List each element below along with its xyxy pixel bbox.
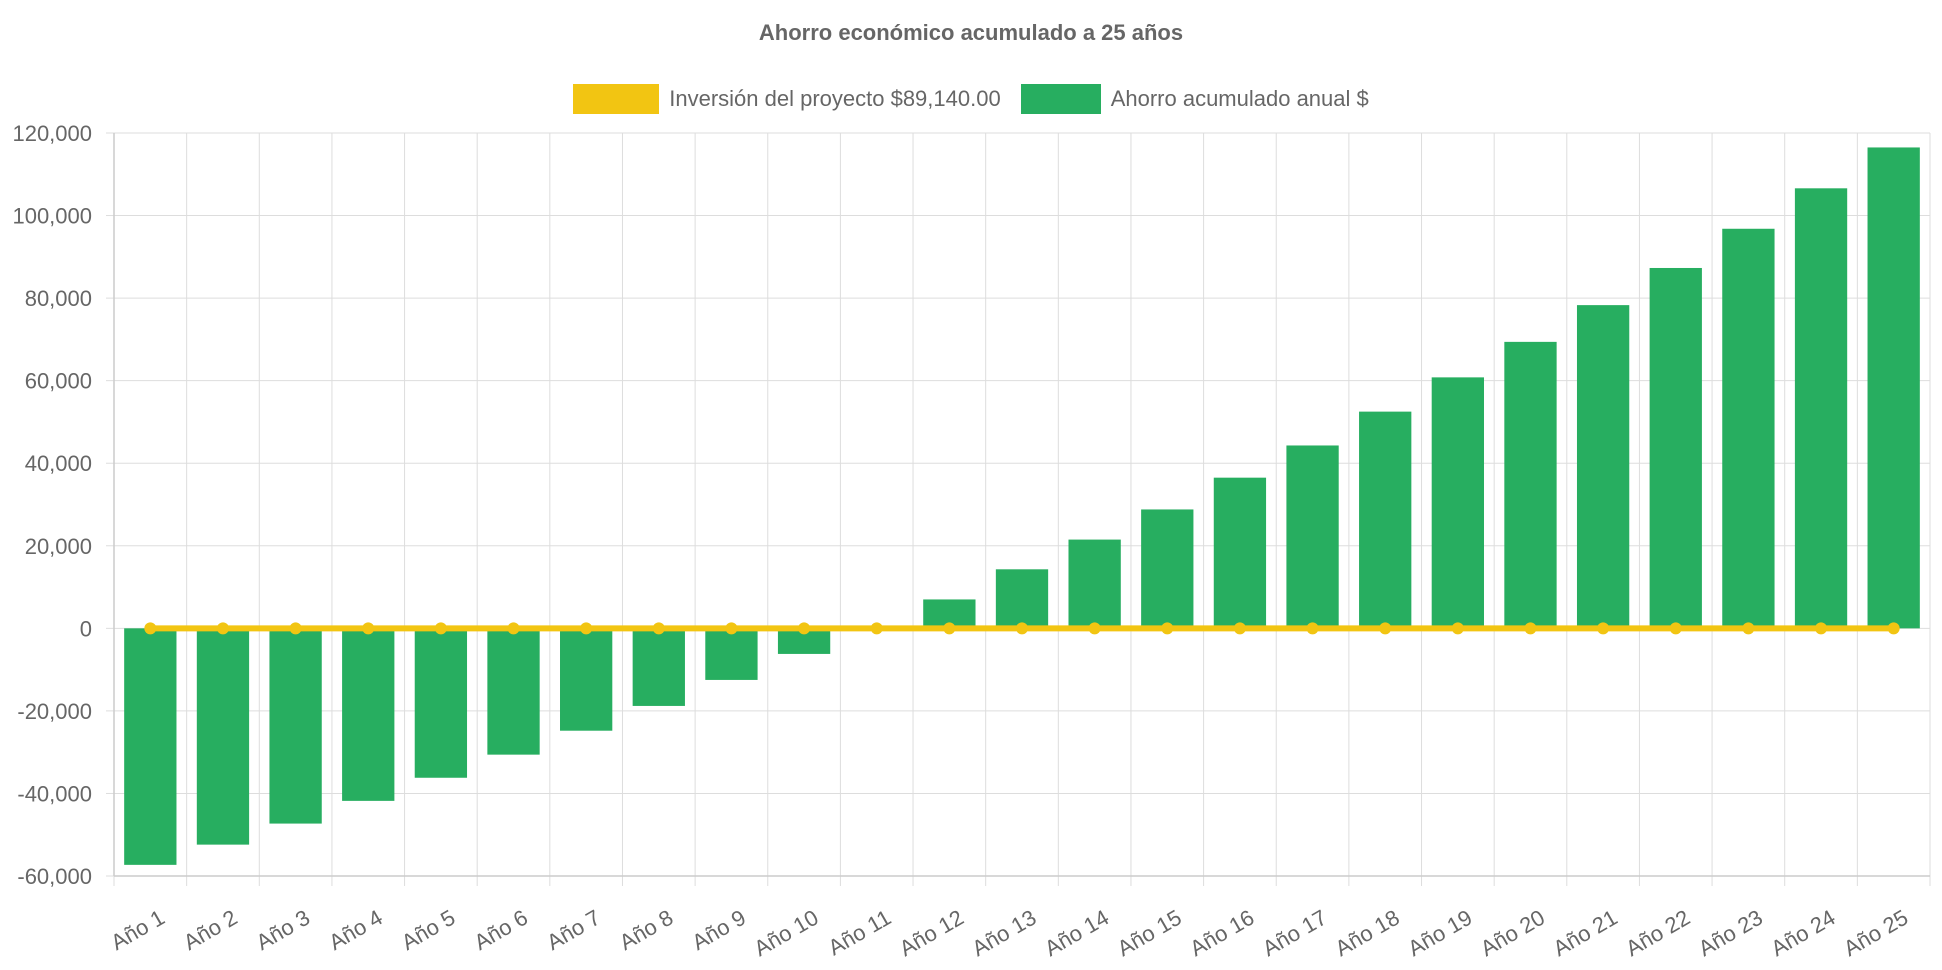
bar (1576, 305, 1630, 629)
x-tick-label: Año 7 (542, 905, 604, 955)
legend-item-savings[interactable]: Ahorro acumulado anual $ (1020, 84, 1369, 114)
x-tick-label: Año 20 (1476, 905, 1549, 962)
bar (1867, 147, 1920, 629)
bar (1504, 341, 1557, 629)
x-tick-label: Año 25 (1839, 905, 1912, 962)
legend-item-investment[interactable]: Inversión del proyecto $89,140.00 (573, 84, 1001, 114)
x-tick-label: Año 13 (968, 905, 1041, 962)
x-tick-label: Año 14 (1040, 905, 1113, 962)
y-tick-label: 120,000 (12, 121, 92, 146)
line-point (289, 622, 302, 635)
y-tick-label: -60,000 (17, 864, 92, 889)
line-point (362, 622, 375, 635)
x-tick-label: Año 18 (1331, 905, 1404, 962)
bar (487, 628, 540, 755)
line-point (798, 622, 811, 635)
line-point (216, 622, 229, 635)
line-point (870, 622, 883, 635)
line-point (1597, 622, 1610, 635)
bar (560, 628, 613, 731)
x-tick-label: Año 22 (1621, 905, 1694, 962)
bar (1794, 188, 1848, 629)
x-tick-label: Año 12 (895, 905, 968, 962)
x-tick-label: Año 17 (1258, 905, 1331, 962)
line-point (1306, 622, 1319, 635)
x-tick-label: Año 8 (615, 905, 677, 955)
x-tick-label: Año 1 (107, 905, 169, 955)
y-tick-label: 100,000 (12, 204, 92, 229)
line-point (652, 622, 665, 635)
bar (1141, 509, 1194, 629)
bar (1286, 445, 1339, 629)
y-tick-label: 40,000 (25, 451, 92, 476)
legend-label-investment: Inversión del proyecto $89,140.00 (669, 86, 1001, 111)
line-point (725, 622, 738, 635)
bar (632, 628, 685, 706)
line-point (580, 622, 593, 635)
line-point (1669, 622, 1682, 635)
line-point (1088, 622, 1101, 635)
x-tick-label: Año 2 (179, 905, 241, 955)
x-tick-label: Año 4 (324, 905, 386, 955)
x-tick-label: Año 3 (252, 905, 314, 955)
x-tick-label: Año 16 (1186, 905, 1259, 962)
x-tick-label: Año 6 (470, 905, 532, 955)
legend: Inversión del proyecto $89,140.00 Ahorro… (0, 84, 1942, 114)
bar (196, 628, 250, 845)
bar (414, 628, 468, 778)
legend-label-savings: Ahorro acumulado anual $ (1110, 86, 1369, 111)
y-tick-label: 20,000 (25, 534, 92, 559)
line-point (507, 622, 520, 635)
line-point (1742, 622, 1755, 635)
bar (1722, 228, 1775, 629)
legend-swatch-savings (1020, 84, 1101, 114)
x-tick-label: Año 9 (688, 905, 750, 955)
line-point (1016, 622, 1028, 635)
line-point (1524, 622, 1537, 635)
bar (705, 628, 758, 680)
line-point (1451, 622, 1464, 635)
bar (995, 569, 1049, 629)
y-tick-label: -40,000 (17, 781, 92, 806)
bar (1359, 411, 1412, 629)
bar (1649, 267, 1702, 629)
line-point (144, 622, 157, 635)
x-tick-label: Año 24 (1767, 905, 1840, 962)
x-tick-label: Año 10 (750, 905, 823, 962)
bar (269, 628, 322, 824)
x-tick-label: Año 11 (824, 905, 895, 961)
bar (124, 628, 177, 865)
y-tick-label: 0 (80, 616, 92, 641)
y-tick-label: 80,000 (25, 286, 92, 311)
line-point (943, 622, 956, 635)
x-tick-label: Año 19 (1403, 905, 1476, 962)
bar (1213, 477, 1267, 629)
line-point (1379, 622, 1392, 635)
y-tick-label: -20,000 (17, 699, 92, 724)
line-point (1233, 622, 1246, 635)
line-point (1161, 622, 1174, 635)
x-tick-label: Año 23 (1694, 905, 1767, 962)
line-point (1815, 622, 1828, 635)
bar (1068, 539, 1121, 629)
chart-title: Ahorro económico acumulado a 25 años (758, 20, 1184, 45)
x-tick-label: Año 15 (1113, 905, 1186, 962)
bar (342, 628, 395, 801)
line-point (434, 622, 447, 635)
y-tick-label: 60,000 (25, 369, 92, 394)
bar (1431, 377, 1484, 629)
line-point (1887, 622, 1900, 635)
x-tick-label: Año 21 (1549, 905, 1622, 962)
x-tick-label: Año 5 (397, 905, 459, 955)
legend-swatch-investment (573, 84, 660, 114)
